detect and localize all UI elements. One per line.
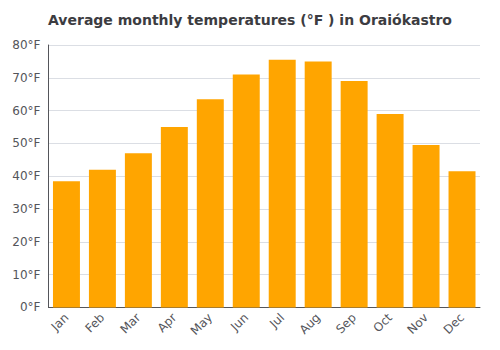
- svg-text:Jun: Jun: [227, 311, 251, 335]
- svg-text:Average monthly temperatures (: Average monthly temperatures (°F ) in Or…: [48, 12, 452, 28]
- svg-text:70°F: 70°F: [12, 71, 40, 85]
- svg-text:Mar: Mar: [117, 310, 143, 336]
- svg-text:0°F: 0°F: [20, 300, 41, 314]
- svg-text:Nov: Nov: [405, 311, 431, 337]
- svg-text:80°F: 80°F: [12, 38, 40, 52]
- svg-text:Dec: Dec: [441, 311, 467, 337]
- svg-text:40°F: 40°F: [12, 169, 40, 183]
- svg-text:60°F: 60°F: [12, 104, 40, 118]
- svg-text:Aug: Aug: [297, 311, 323, 337]
- svg-text:Jul: Jul: [266, 311, 287, 332]
- svg-text:Oct: Oct: [370, 310, 395, 335]
- svg-text:Jan: Jan: [48, 311, 72, 335]
- svg-text:30°F: 30°F: [12, 202, 40, 216]
- svg-text:50°F: 50°F: [12, 136, 40, 150]
- svg-text:Apr: Apr: [155, 310, 180, 335]
- svg-text:May: May: [188, 311, 215, 338]
- svg-text:Sep: Sep: [333, 311, 359, 337]
- svg-text:10°F: 10°F: [12, 268, 40, 282]
- svg-text:20°F: 20°F: [12, 235, 40, 249]
- svg-text:Feb: Feb: [82, 311, 107, 336]
